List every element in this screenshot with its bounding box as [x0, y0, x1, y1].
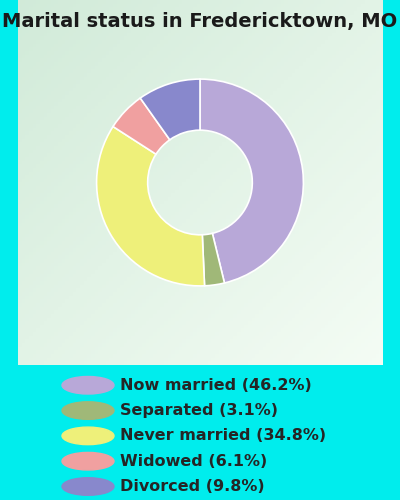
Circle shape: [62, 452, 114, 470]
Circle shape: [62, 376, 114, 394]
Text: Widowed (6.1%): Widowed (6.1%): [120, 454, 267, 468]
Text: Never married (34.8%): Never married (34.8%): [120, 428, 326, 444]
Wedge shape: [202, 234, 224, 286]
Circle shape: [62, 427, 114, 444]
Wedge shape: [200, 79, 304, 283]
Wedge shape: [140, 79, 200, 140]
Circle shape: [62, 478, 114, 496]
Text: Now married (46.2%): Now married (46.2%): [120, 378, 312, 393]
Text: Separated (3.1%): Separated (3.1%): [120, 403, 278, 418]
Text: Divorced (9.8%): Divorced (9.8%): [120, 479, 265, 494]
Circle shape: [62, 402, 114, 419]
Text: Marital status in Fredericktown, MO: Marital status in Fredericktown, MO: [2, 12, 398, 32]
Wedge shape: [113, 98, 170, 154]
Wedge shape: [96, 126, 204, 286]
